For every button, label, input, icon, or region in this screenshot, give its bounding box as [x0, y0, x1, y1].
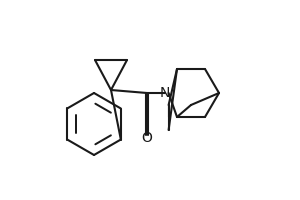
Text: O: O: [142, 131, 152, 145]
Text: N: N: [160, 86, 170, 100]
